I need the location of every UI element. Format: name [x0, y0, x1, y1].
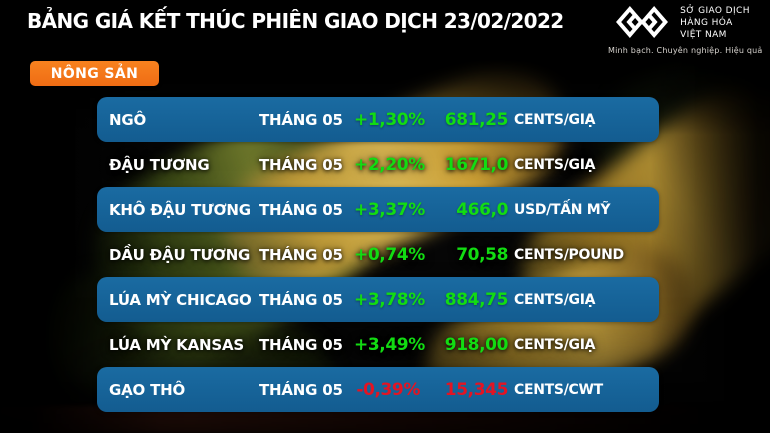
table-row: LÚA MỲ KANSAS THÁNG 05 +3,49% 918,00 CEN…	[97, 322, 659, 367]
contract-month: THÁNG 05	[259, 155, 343, 174]
commodity-name: ĐẬU TƯƠNG	[109, 155, 210, 174]
table-row: DẦU ĐẬU TƯƠNG THÁNG 05 +0,74% 70,58 CENT…	[97, 232, 659, 277]
mxv-logo-icon: ™	[616, 5, 674, 43]
price-table: NGÔ THÁNG 05 +1,30% 681,25 CENTS/GIẠ ĐẬU…	[97, 97, 659, 412]
contract-month: THÁNG 05	[259, 290, 343, 309]
category-tab-nong-san[interactable]: NÔNG SẢN	[30, 61, 159, 86]
commodity-name: LÚA MỲ CHICAGO	[109, 290, 252, 309]
price-value: 1671,0	[444, 154, 509, 175]
percent-change: +2,20%	[354, 154, 425, 175]
exchange-tagline: Minh bạch. Chuyên nghiệp. Hiệu quả	[608, 46, 763, 55]
table-row: NGÔ THÁNG 05 +1,30% 681,25 CENTS/GIẠ	[97, 97, 659, 142]
exchange-brand: ™ SỞ GIAO DỊCH HÀNG HÓA VIỆT NAM Minh bạ…	[608, 5, 763, 55]
price-value: 918,00	[444, 334, 509, 355]
percent-change: +3,37%	[354, 199, 425, 220]
price-unit: CENTS/GIẠ	[514, 111, 596, 128]
price-unit: CENTS/GIẠ	[514, 291, 596, 308]
price-value: 884,75	[444, 289, 509, 310]
commodity-name: NGÔ	[109, 110, 147, 129]
price-value: 681,25	[444, 109, 509, 130]
page-title: BẢNG GIÁ KẾT THÚC PHIÊN GIAO DỊCH 23/02/…	[27, 9, 564, 33]
price-unit: CENTS/CWT	[514, 381, 603, 398]
price-unit: CENTS/GIẠ	[514, 156, 596, 173]
table-row: LÚA MỲ CHICAGO THÁNG 05 +3,78% 884,75 CE…	[97, 277, 659, 322]
percent-change: +0,74%	[354, 244, 425, 265]
table-row: GẠO THÔ THÁNG 05 -0,39% 15,345 CENTS/CWT	[97, 367, 659, 412]
percent-change: -0,39%	[356, 379, 420, 400]
price-value: 466,0	[456, 199, 508, 220]
exchange-name: SỞ GIAO DỊCH HÀNG HÓA VIỆT NAM	[680, 6, 750, 40]
table-row: KHÔ ĐẬU TƯƠNG THÁNG 05 +3,37% 466,0 USD/…	[97, 187, 659, 232]
contract-month: THÁNG 05	[259, 110, 343, 129]
commodity-name: GẠO THÔ	[109, 380, 186, 399]
contract-month: THÁNG 05	[259, 380, 343, 399]
commodity-name: DẦU ĐẬU TƯƠNG	[109, 245, 251, 264]
percent-change: +3,49%	[354, 334, 425, 355]
table-row: ĐẬU TƯƠNG THÁNG 05 +2,20% 1671,0 CENTS/G…	[97, 142, 659, 187]
price-unit: USD/TẤN MỸ	[514, 201, 611, 218]
commodity-name: KHÔ ĐẬU TƯƠNG	[109, 200, 251, 219]
price-unit: CENTS/POUND	[514, 246, 624, 263]
commodity-name: LÚA MỲ KANSAS	[109, 335, 244, 354]
price-value: 70,58	[456, 244, 508, 265]
price-value: 15,345	[444, 379, 509, 400]
price-unit: CENTS/GIẠ	[514, 336, 596, 353]
contract-month: THÁNG 05	[259, 335, 343, 354]
percent-change: +3,78%	[354, 289, 425, 310]
contract-month: THÁNG 05	[259, 245, 343, 264]
contract-month: THÁNG 05	[259, 200, 343, 219]
percent-change: +1,30%	[354, 109, 425, 130]
